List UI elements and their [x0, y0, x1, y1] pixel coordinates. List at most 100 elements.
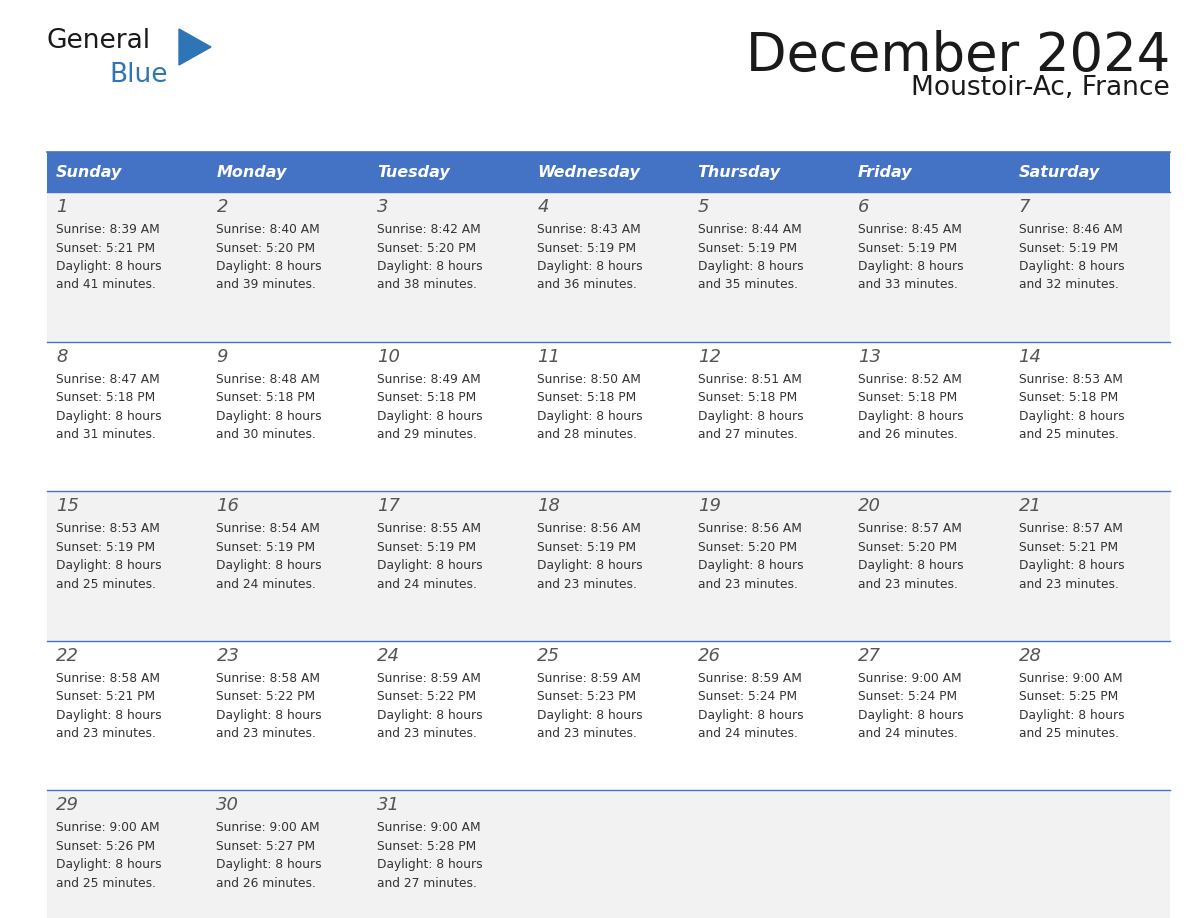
- Text: Sunday: Sunday: [56, 164, 122, 180]
- Text: 23: 23: [216, 647, 240, 665]
- Text: Daylight: 8 hours: Daylight: 8 hours: [1018, 559, 1124, 572]
- Bar: [849, 491, 1010, 641]
- Text: Sunset: 5:19 PM: Sunset: 5:19 PM: [56, 541, 156, 554]
- Text: Daylight: 8 hours: Daylight: 8 hours: [537, 709, 643, 722]
- Bar: [368, 641, 529, 790]
- Text: Sunset: 5:19 PM: Sunset: 5:19 PM: [697, 241, 797, 254]
- Text: 14: 14: [1018, 348, 1042, 365]
- Text: Sunrise: 9:00 AM: Sunrise: 9:00 AM: [377, 822, 480, 834]
- Text: Sunset: 5:19 PM: Sunset: 5:19 PM: [377, 541, 476, 554]
- Text: Daylight: 8 hours: Daylight: 8 hours: [537, 260, 643, 273]
- Text: and 25 minutes.: and 25 minutes.: [1018, 727, 1119, 740]
- Bar: [529, 491, 689, 641]
- Text: Sunset: 5:18 PM: Sunset: 5:18 PM: [858, 391, 958, 404]
- Text: Daylight: 8 hours: Daylight: 8 hours: [1018, 260, 1124, 273]
- Text: 30: 30: [216, 797, 240, 814]
- Text: Sunrise: 9:00 AM: Sunrise: 9:00 AM: [56, 822, 159, 834]
- Text: Sunrise: 8:56 AM: Sunrise: 8:56 AM: [537, 522, 642, 535]
- Bar: [368, 790, 529, 918]
- Text: and 26 minutes.: and 26 minutes.: [216, 877, 316, 890]
- Text: Sunset: 5:20 PM: Sunset: 5:20 PM: [697, 541, 797, 554]
- Bar: [689, 341, 849, 491]
- Text: Daylight: 8 hours: Daylight: 8 hours: [858, 409, 963, 422]
- Bar: [689, 152, 849, 192]
- Text: Sunset: 5:22 PM: Sunset: 5:22 PM: [377, 690, 476, 703]
- Text: and 25 minutes.: and 25 minutes.: [1018, 428, 1119, 442]
- Bar: [849, 152, 1010, 192]
- Text: 8: 8: [56, 348, 68, 365]
- Text: Sunrise: 8:56 AM: Sunrise: 8:56 AM: [697, 522, 802, 535]
- Text: 18: 18: [537, 498, 561, 515]
- Text: 25: 25: [537, 647, 561, 665]
- Text: Sunset: 5:21 PM: Sunset: 5:21 PM: [56, 690, 156, 703]
- Text: Sunrise: 8:51 AM: Sunrise: 8:51 AM: [697, 373, 802, 386]
- Text: 16: 16: [216, 498, 240, 515]
- Text: Daylight: 8 hours: Daylight: 8 hours: [858, 709, 963, 722]
- Text: Sunset: 5:19 PM: Sunset: 5:19 PM: [537, 241, 637, 254]
- Text: Daylight: 8 hours: Daylight: 8 hours: [377, 858, 482, 871]
- Text: General: General: [48, 28, 151, 54]
- Text: and 23 minutes.: and 23 minutes.: [1018, 577, 1118, 590]
- Bar: [849, 192, 1010, 341]
- Text: Sunrise: 8:53 AM: Sunrise: 8:53 AM: [56, 522, 160, 535]
- Text: and 26 minutes.: and 26 minutes.: [858, 428, 958, 442]
- Bar: [208, 341, 368, 491]
- Bar: [48, 790, 208, 918]
- Text: December 2024: December 2024: [746, 30, 1170, 82]
- Text: and 35 minutes.: and 35 minutes.: [697, 278, 797, 292]
- Text: 13: 13: [858, 348, 881, 365]
- Text: Sunset: 5:20 PM: Sunset: 5:20 PM: [377, 241, 476, 254]
- Text: Daylight: 8 hours: Daylight: 8 hours: [697, 260, 803, 273]
- Text: Sunset: 5:21 PM: Sunset: 5:21 PM: [56, 241, 156, 254]
- Text: 22: 22: [56, 647, 78, 665]
- Text: and 38 minutes.: and 38 minutes.: [377, 278, 476, 292]
- Bar: [849, 641, 1010, 790]
- Text: and 31 minutes.: and 31 minutes.: [56, 428, 156, 442]
- Text: Saturday: Saturday: [1018, 164, 1100, 180]
- Text: Thursday: Thursday: [697, 164, 781, 180]
- Bar: [208, 641, 368, 790]
- Bar: [849, 341, 1010, 491]
- Bar: [529, 790, 689, 918]
- Text: Wednesday: Wednesday: [537, 164, 640, 180]
- Text: 7: 7: [1018, 198, 1030, 216]
- Text: Daylight: 8 hours: Daylight: 8 hours: [697, 559, 803, 572]
- Text: and 23 minutes.: and 23 minutes.: [537, 577, 637, 590]
- Text: Sunrise: 8:44 AM: Sunrise: 8:44 AM: [697, 223, 802, 236]
- Text: 1: 1: [56, 198, 68, 216]
- Text: Daylight: 8 hours: Daylight: 8 hours: [858, 260, 963, 273]
- Text: Sunrise: 8:50 AM: Sunrise: 8:50 AM: [537, 373, 642, 386]
- Bar: [689, 491, 849, 641]
- Text: Daylight: 8 hours: Daylight: 8 hours: [216, 709, 322, 722]
- Text: Sunrise: 8:59 AM: Sunrise: 8:59 AM: [377, 672, 481, 685]
- Bar: [48, 641, 208, 790]
- Text: 3: 3: [377, 198, 388, 216]
- Bar: [1010, 790, 1170, 918]
- Text: Blue: Blue: [109, 62, 168, 88]
- Text: Daylight: 8 hours: Daylight: 8 hours: [56, 559, 162, 572]
- Text: and 23 minutes.: and 23 minutes.: [697, 577, 797, 590]
- Text: and 41 minutes.: and 41 minutes.: [56, 278, 156, 292]
- Text: and 27 minutes.: and 27 minutes.: [697, 428, 797, 442]
- Text: 11: 11: [537, 348, 561, 365]
- Text: Sunrise: 8:58 AM: Sunrise: 8:58 AM: [56, 672, 160, 685]
- Text: Sunrise: 8:49 AM: Sunrise: 8:49 AM: [377, 373, 481, 386]
- Text: Sunset: 5:18 PM: Sunset: 5:18 PM: [697, 391, 797, 404]
- Text: 4: 4: [537, 198, 549, 216]
- Text: 2: 2: [216, 198, 228, 216]
- Text: Daylight: 8 hours: Daylight: 8 hours: [56, 409, 162, 422]
- Text: Sunset: 5:20 PM: Sunset: 5:20 PM: [858, 541, 958, 554]
- Text: 15: 15: [56, 498, 78, 515]
- Text: Sunrise: 8:43 AM: Sunrise: 8:43 AM: [537, 223, 642, 236]
- Text: Sunset: 5:18 PM: Sunset: 5:18 PM: [216, 391, 316, 404]
- Text: 5: 5: [697, 198, 709, 216]
- Text: Sunset: 5:19 PM: Sunset: 5:19 PM: [858, 241, 958, 254]
- Text: Daylight: 8 hours: Daylight: 8 hours: [377, 709, 482, 722]
- Text: Sunrise: 8:39 AM: Sunrise: 8:39 AM: [56, 223, 159, 236]
- Text: 21: 21: [1018, 498, 1042, 515]
- Text: and 27 minutes.: and 27 minutes.: [377, 877, 476, 890]
- Bar: [689, 192, 849, 341]
- Text: Sunrise: 9:00 AM: Sunrise: 9:00 AM: [216, 822, 320, 834]
- Text: Sunset: 5:19 PM: Sunset: 5:19 PM: [1018, 241, 1118, 254]
- Text: and 36 minutes.: and 36 minutes.: [537, 278, 637, 292]
